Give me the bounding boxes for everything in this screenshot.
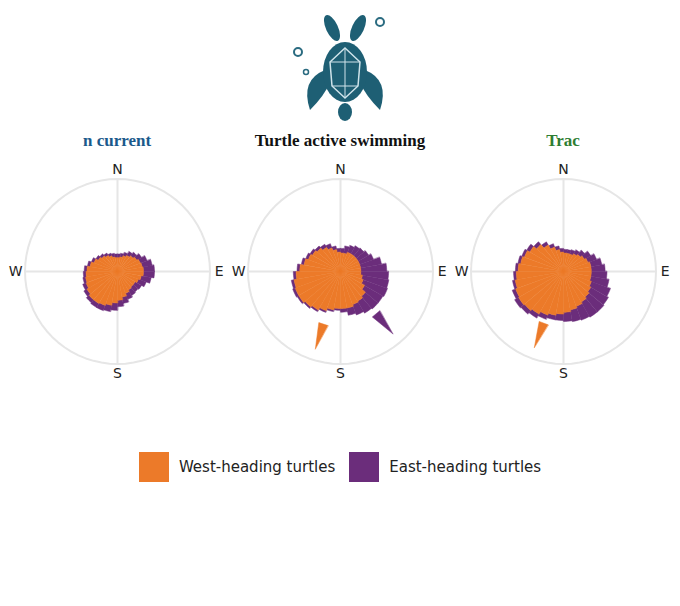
svg-text:N: N: [558, 161, 568, 177]
svg-text:W: W: [9, 263, 23, 279]
svg-text:S: S: [336, 365, 345, 381]
svg-text:W: W: [455, 263, 469, 279]
svg-text:E: E: [661, 263, 670, 279]
svg-text:E: E: [438, 263, 447, 279]
svg-text:E: E: [215, 263, 224, 279]
svg-text:S: S: [113, 365, 122, 381]
svg-text:W: W: [232, 263, 246, 279]
svg-text:S: S: [559, 365, 568, 381]
html-text:Turtle active swimming: Turtle active swimming: [254, 131, 426, 150]
html-text:Trac: Trac: [546, 131, 580, 150]
html-text:East-heading turtles: East-heading turtles: [389, 457, 542, 476]
svg-text:N: N: [335, 161, 345, 177]
svg-text:N: N: [112, 161, 122, 177]
html-text:n current: n current: [82, 131, 152, 150]
html-text:West-heading turtles: West-heading turtles: [178, 457, 336, 476]
